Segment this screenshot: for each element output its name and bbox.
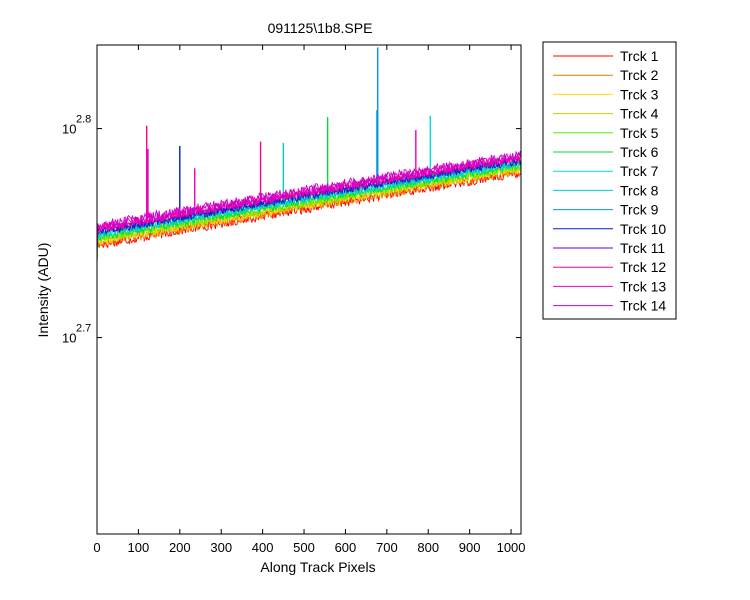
series-line-4 bbox=[96, 165, 522, 260]
legend-label-2: Trck 2 bbox=[620, 67, 659, 83]
x-tick-label: 100 bbox=[128, 540, 150, 555]
legend-label-9: Trck 9 bbox=[620, 202, 659, 218]
x-tick-label: 400 bbox=[252, 540, 274, 555]
series-line-7 bbox=[96, 159, 522, 255]
x-tick-label: 800 bbox=[417, 540, 439, 555]
legend-label-11: Trck 11 bbox=[620, 240, 665, 256]
x-tick-label: 700 bbox=[376, 540, 398, 555]
legend-label-10: Trck 10 bbox=[620, 221, 666, 237]
x-tick-label: 0 bbox=[93, 540, 100, 555]
legend-label-1: Trck 1 bbox=[620, 48, 659, 64]
x-tick-label: 1000 bbox=[497, 540, 526, 555]
x-tick-label: 900 bbox=[459, 540, 481, 555]
x-tick-label: 200 bbox=[169, 540, 191, 555]
plot-frame bbox=[96, 44, 522, 535]
legend-label-12: Trck 12 bbox=[620, 259, 666, 275]
series-line-3 bbox=[96, 166, 522, 262]
y-tick-label-exponent: 2.7 bbox=[76, 323, 91, 335]
series-line-10 bbox=[96, 157, 522, 252]
legend: Trck 1 Trck 2 Trck 3 Trck 4 Trck 5 Trck 6 Trck… bbox=[542, 41, 677, 320]
legend-box bbox=[542, 41, 677, 320]
x-tick-label: 600 bbox=[335, 540, 357, 555]
legend-label-7: Trck 7 bbox=[620, 163, 659, 179]
legend-label-3: Trck 3 bbox=[620, 86, 659, 102]
chart-title: 091125\1b8.SPE bbox=[268, 20, 373, 36]
y-tick-label-base: 10 bbox=[62, 331, 76, 346]
legend-label-4: Trck 4 bbox=[620, 106, 659, 122]
legend-label-5: Trck 5 bbox=[620, 125, 659, 141]
x-axis: 0 100 200 300 400 500 600 700 800 900 1000 bbox=[93, 45, 526, 555]
series-line-14 bbox=[96, 150, 522, 246]
x-tick-label: 300 bbox=[210, 540, 232, 555]
y-tick-label-base: 10 bbox=[62, 122, 76, 137]
y-tick-label-exponent: 2.8 bbox=[76, 114, 91, 126]
y-axis-label: Intensity (ADU) bbox=[35, 243, 51, 338]
legend-label-8: Trck 8 bbox=[620, 182, 659, 198]
legend-label-6: Trck 6 bbox=[620, 144, 659, 160]
series-layer bbox=[96, 47, 522, 265]
legend-label-13: Trck 13 bbox=[620, 278, 666, 294]
x-axis-label: Along Track Pixels bbox=[260, 559, 375, 575]
x-tick-label: 500 bbox=[293, 540, 315, 555]
legend-label-14: Trck 14 bbox=[620, 298, 666, 314]
plot-area bbox=[97, 45, 521, 534]
